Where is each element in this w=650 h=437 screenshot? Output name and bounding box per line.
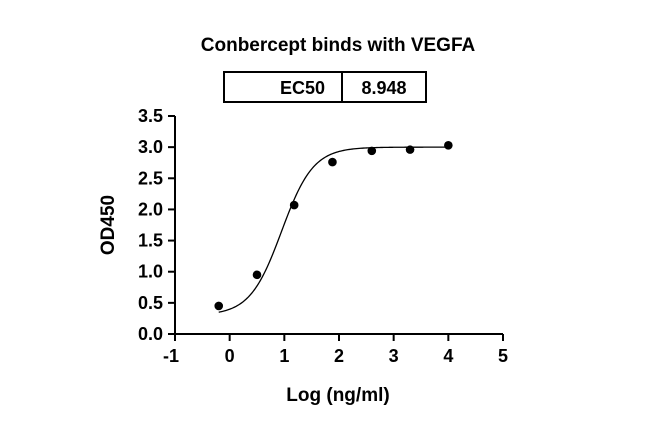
ec50-table: EC50 8.948: [223, 71, 427, 103]
data-point: [252, 270, 262, 280]
data-point: [289, 200, 299, 210]
ec50-label: EC50: [280, 78, 325, 98]
x-tick-label: 5: [498, 346, 508, 366]
y-tick-label: 3.5: [138, 106, 163, 126]
x-tick-label: 4: [443, 346, 453, 366]
y-tick-label: 1.0: [138, 262, 163, 282]
data-point: [405, 145, 415, 154]
x-axis-ticks: -1 0 1 2 3 4 5: [163, 334, 508, 366]
chart-title: Conbercept binds with VEGFA: [201, 35, 476, 56]
y-axis-title: OD450: [98, 195, 119, 255]
y-tick-label: 3.0: [138, 137, 163, 157]
x-tick-label: -1: [163, 346, 179, 366]
data-points: [214, 140, 453, 311]
y-tick-label: 0.0: [138, 324, 163, 344]
x-tick-label: 0: [225, 346, 235, 366]
ec50-value: 8.948: [361, 78, 406, 98]
x-tick-label: 1: [279, 346, 289, 366]
y-axis-ticks: 0.0 0.5 1.0 1.5 2.0 2.5 3.0 3.5: [138, 106, 175, 344]
fit-curve: [218, 146, 449, 313]
data-point: [214, 301, 224, 311]
y-tick-label: 2.5: [138, 168, 163, 188]
data-point: [367, 146, 377, 156]
y-tick-label: 1.5: [138, 231, 163, 251]
y-tick-label: 0.5: [138, 293, 163, 313]
x-tick-label: 2: [334, 346, 344, 366]
x-tick-label: 3: [389, 346, 399, 366]
ec50-table-border: [223, 71, 427, 103]
data-point: [328, 157, 337, 167]
y-tick-label: 2.0: [138, 199, 163, 219]
x-axis-title: Log (ng/ml): [286, 385, 389, 406]
data-point: [444, 140, 453, 150]
